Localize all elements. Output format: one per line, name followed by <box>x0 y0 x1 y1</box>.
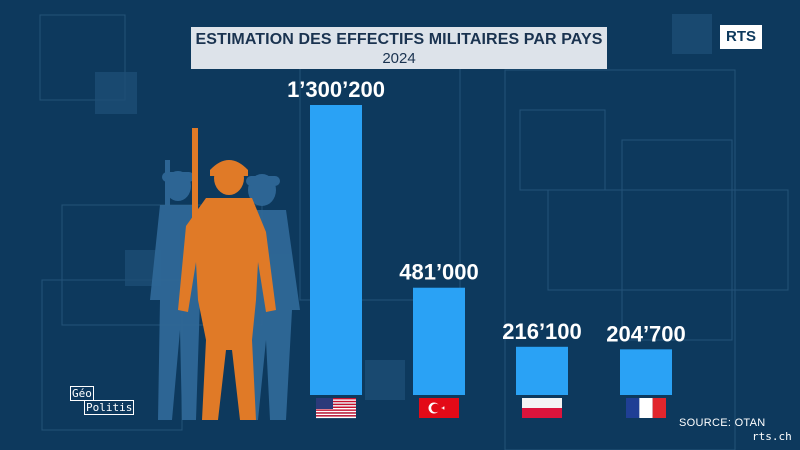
site-label: rts.ch <box>752 430 792 443</box>
bar-france <box>620 349 672 395</box>
bar-turkey <box>413 287 465 395</box>
value-label-france: 204’700 <box>606 321 686 346</box>
geopolitis-line2: Politis <box>84 400 135 415</box>
france-flag-icon <box>626 398 666 418</box>
source-label: SOURCE: OTAN <box>679 417 766 429</box>
bar-us <box>310 105 362 395</box>
value-label-us: 1’300’200 <box>287 77 385 102</box>
chart-subtitle: 2024 <box>382 50 416 67</box>
geopolitis-line1: Géo <box>70 386 94 401</box>
rts-logo: RTS <box>720 25 762 49</box>
bar-poland <box>516 346 568 395</box>
value-label-poland: 216’100 <box>502 319 582 344</box>
geopolitis-logo: Géo Politis <box>70 386 135 415</box>
poland-flag-icon <box>522 398 562 418</box>
title-box: ESTIMATION DES EFFECTIFS MILITAIRES PAR … <box>191 27 607 69</box>
chart-title: ESTIMATION DES EFFECTIFS MILITAIRES PAR … <box>195 31 603 48</box>
us-flag-icon <box>316 398 356 419</box>
value-label-turkey: 481’000 <box>399 260 479 285</box>
turkey-flag-icon <box>419 398 459 418</box>
